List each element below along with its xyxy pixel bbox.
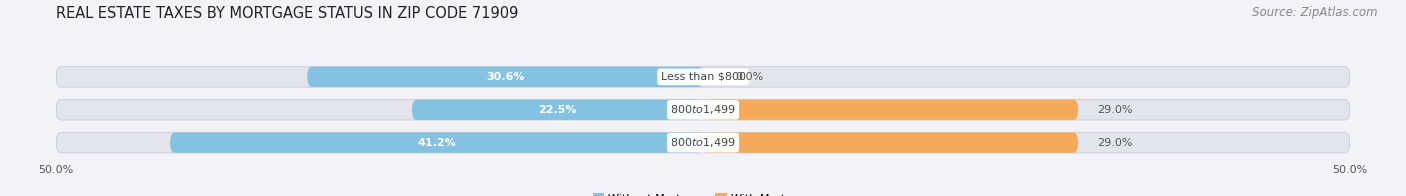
Legend: Without Mortgage, With Mortgage: Without Mortgage, With Mortgage bbox=[588, 189, 818, 196]
Text: REAL ESTATE TAXES BY MORTGAGE STATUS IN ZIP CODE 71909: REAL ESTATE TAXES BY MORTGAGE STATUS IN … bbox=[56, 6, 519, 21]
FancyBboxPatch shape bbox=[307, 67, 703, 87]
Text: 22.5%: 22.5% bbox=[538, 105, 576, 115]
Text: 29.0%: 29.0% bbox=[1098, 138, 1133, 148]
Text: 41.2%: 41.2% bbox=[418, 138, 456, 148]
FancyBboxPatch shape bbox=[56, 67, 1350, 87]
Text: Less than $800: Less than $800 bbox=[661, 72, 745, 82]
Text: 29.0%: 29.0% bbox=[1098, 105, 1133, 115]
Text: Source: ZipAtlas.com: Source: ZipAtlas.com bbox=[1253, 6, 1378, 19]
FancyBboxPatch shape bbox=[703, 132, 1078, 153]
FancyBboxPatch shape bbox=[56, 100, 1350, 120]
FancyBboxPatch shape bbox=[703, 100, 1078, 120]
Text: 0.0%: 0.0% bbox=[735, 72, 763, 82]
FancyBboxPatch shape bbox=[412, 100, 703, 120]
FancyBboxPatch shape bbox=[56, 132, 1350, 153]
Text: $800 to $1,499: $800 to $1,499 bbox=[671, 136, 735, 149]
FancyBboxPatch shape bbox=[170, 132, 703, 153]
Text: 30.6%: 30.6% bbox=[486, 72, 524, 82]
Text: $800 to $1,499: $800 to $1,499 bbox=[671, 103, 735, 116]
